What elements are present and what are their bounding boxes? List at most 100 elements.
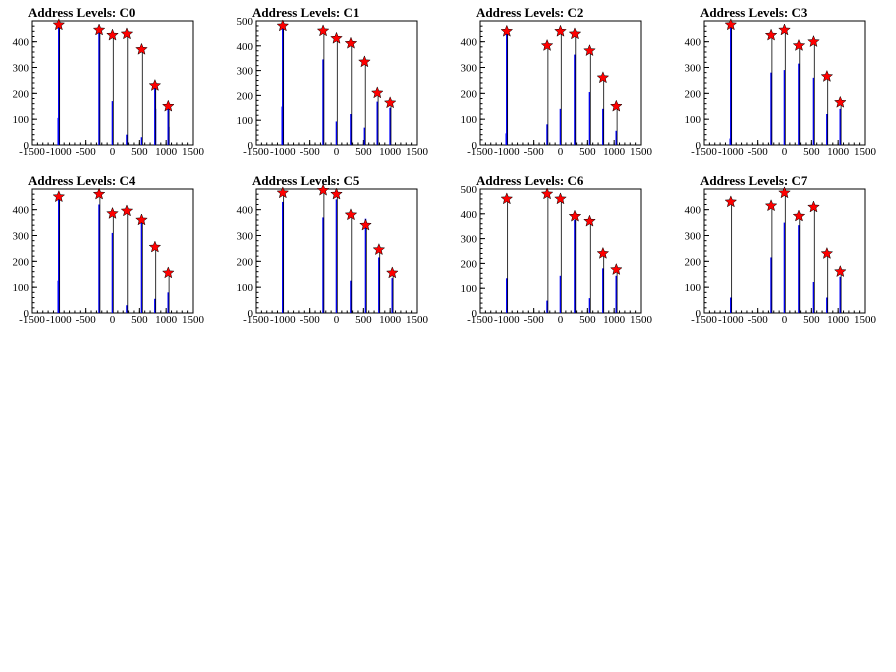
x-tick-label: 0 bbox=[110, 146, 116, 158]
x-tick-label: -500 bbox=[748, 146, 769, 158]
y-tick-label: 0 bbox=[696, 140, 702, 152]
x-tick-label: -1500 bbox=[19, 146, 45, 158]
x-tick-label: 1000 bbox=[603, 146, 626, 158]
x-tick-label: 0 bbox=[558, 314, 564, 326]
x-tick-label: 0 bbox=[334, 314, 340, 326]
peak-marker bbox=[135, 213, 148, 226]
peak-marker bbox=[276, 19, 290, 32]
x-tick-label: 0 bbox=[558, 146, 564, 158]
chart-panel-c0: 0 100 200 300 400 -1500 -1000 -500 0 500 1000 1500 A… bbox=[0, 0, 224, 168]
x-tick-label: -1000 bbox=[718, 146, 744, 158]
peak-marker bbox=[554, 24, 567, 37]
chart-title: Address Levels: C4 bbox=[28, 173, 136, 188]
x-tick-label: -500 bbox=[300, 146, 321, 158]
peak-marker bbox=[540, 187, 554, 200]
x-tick-label: -1500 bbox=[691, 314, 717, 326]
y-tick-label: 400 bbox=[237, 205, 254, 217]
peak-marker bbox=[344, 36, 358, 49]
x-tick-label: 1500 bbox=[182, 146, 205, 158]
peak-marker bbox=[106, 28, 119, 41]
peak-marker bbox=[820, 246, 834, 259]
peak-marker bbox=[554, 192, 567, 205]
chart-svg-c1: 0 100 200 300 400 500 -1500 -1000 -500 0 500 1000 15… bbox=[237, 16, 429, 158]
x-tick-label: 1500 bbox=[630, 146, 653, 158]
y-tick-label: 0 bbox=[472, 140, 478, 152]
x-tick-label: 1500 bbox=[182, 314, 205, 326]
peak-marker bbox=[764, 199, 778, 212]
x-tick-label: -1000 bbox=[46, 146, 72, 158]
peak-marker bbox=[148, 240, 162, 253]
x-tick-label: 500 bbox=[355, 314, 372, 326]
peak-marker bbox=[807, 200, 820, 213]
chart-svg-c7: 0 100 200 300 400 -1500 -1000 -500 0 500 1000 1500 bbox=[685, 186, 877, 326]
y-tick-label: 0 bbox=[248, 308, 254, 320]
x-tick-label: 1000 bbox=[827, 314, 850, 326]
peak-marker bbox=[778, 186, 791, 199]
chart-panel-c7: 0 100 200 300 400 -1500 -1000 -500 0 500 1000 1500 A… bbox=[672, 168, 896, 336]
y-tick-label: 100 bbox=[237, 282, 254, 294]
peak-marker bbox=[596, 246, 610, 259]
x-tick-label: 1000 bbox=[155, 146, 178, 158]
peak-marker bbox=[161, 99, 175, 112]
y-tick-label: 300 bbox=[237, 231, 254, 243]
chart-panel-c6: 0 100 200 300 400 500 -1500 -1000 -500 0 500 1000 15… bbox=[448, 168, 672, 336]
y-tick-label: 200 bbox=[237, 256, 254, 268]
peak-marker bbox=[609, 262, 623, 276]
peak-marker bbox=[148, 78, 162, 91]
peak-marker bbox=[596, 71, 610, 84]
peak-marker bbox=[568, 209, 582, 222]
peak-marker bbox=[583, 214, 596, 227]
y-tick-label: 400 bbox=[461, 37, 478, 49]
x-tick-label: 500 bbox=[579, 314, 596, 326]
x-tick-label: 1500 bbox=[406, 314, 429, 326]
peak-marker bbox=[500, 192, 514, 205]
x-tick-label: -1000 bbox=[494, 314, 520, 326]
x-tick-label: 1500 bbox=[854, 314, 877, 326]
chart-svg-c0: 0 100 200 300 400 -1500 -1000 -500 0 500 1000 1500 bbox=[13, 18, 205, 158]
peak-marker bbox=[792, 209, 806, 222]
peak-marker bbox=[135, 42, 148, 55]
x-tick-label: -500 bbox=[300, 314, 321, 326]
peak-marker bbox=[161, 266, 175, 279]
y-tick-label: 200 bbox=[13, 88, 30, 100]
y-tick-label: 300 bbox=[461, 234, 478, 246]
chart-title: Address Levels: C7 bbox=[700, 173, 808, 188]
chart-panel-c4: 0 100 200 300 400 -1500 -1000 -500 0 500 1000 1500 A… bbox=[0, 168, 224, 336]
x-tick-label: 1000 bbox=[379, 146, 402, 158]
y-tick-label: 0 bbox=[248, 140, 254, 152]
peak-marker bbox=[724, 195, 738, 208]
peak-marker bbox=[568, 27, 582, 40]
x-tick-label: -1500 bbox=[467, 146, 493, 158]
y-tick-label: 200 bbox=[13, 256, 30, 268]
peak-marker bbox=[833, 264, 847, 278]
chart-panel-c2: 0 100 200 300 400 -1500 -1000 -500 0 500 1000 1500 A… bbox=[448, 0, 672, 168]
y-tick-label: 200 bbox=[461, 88, 478, 100]
y-tick-label: 100 bbox=[461, 114, 478, 126]
y-tick-label: 400 bbox=[685, 205, 702, 217]
peak-marker bbox=[344, 208, 358, 221]
x-tick-label: 1000 bbox=[155, 314, 178, 326]
y-tick-label: 100 bbox=[13, 282, 30, 294]
x-tick-label: 0 bbox=[110, 314, 116, 326]
peak-marker bbox=[372, 243, 386, 256]
x-tick-label: -1000 bbox=[270, 146, 296, 158]
x-tick-label: -1000 bbox=[718, 314, 744, 326]
x-tick-label: 0 bbox=[334, 146, 340, 158]
y-tick-label: 200 bbox=[685, 88, 702, 100]
peak-marker bbox=[778, 23, 791, 36]
y-tick-label: 100 bbox=[237, 115, 254, 127]
x-tick-label: -1500 bbox=[467, 314, 493, 326]
y-tick-label: 300 bbox=[461, 63, 478, 75]
peak-marker bbox=[106, 206, 119, 219]
y-tick-label: 0 bbox=[696, 308, 702, 320]
chart-svg-c3: 0 100 200 300 400 -1500 -1000 -500 0 500 1000 1500 bbox=[685, 18, 877, 158]
peak-marker bbox=[540, 38, 554, 51]
peak-marker bbox=[385, 266, 399, 279]
peak-marker bbox=[120, 204, 134, 217]
chart-title: Address Levels: C6 bbox=[476, 173, 584, 188]
x-tick-label: -1000 bbox=[494, 146, 520, 158]
y-tick-label: 400 bbox=[461, 209, 478, 221]
chart-title: Address Levels: C0 bbox=[28, 5, 136, 20]
y-tick-label: 200 bbox=[685, 256, 702, 268]
